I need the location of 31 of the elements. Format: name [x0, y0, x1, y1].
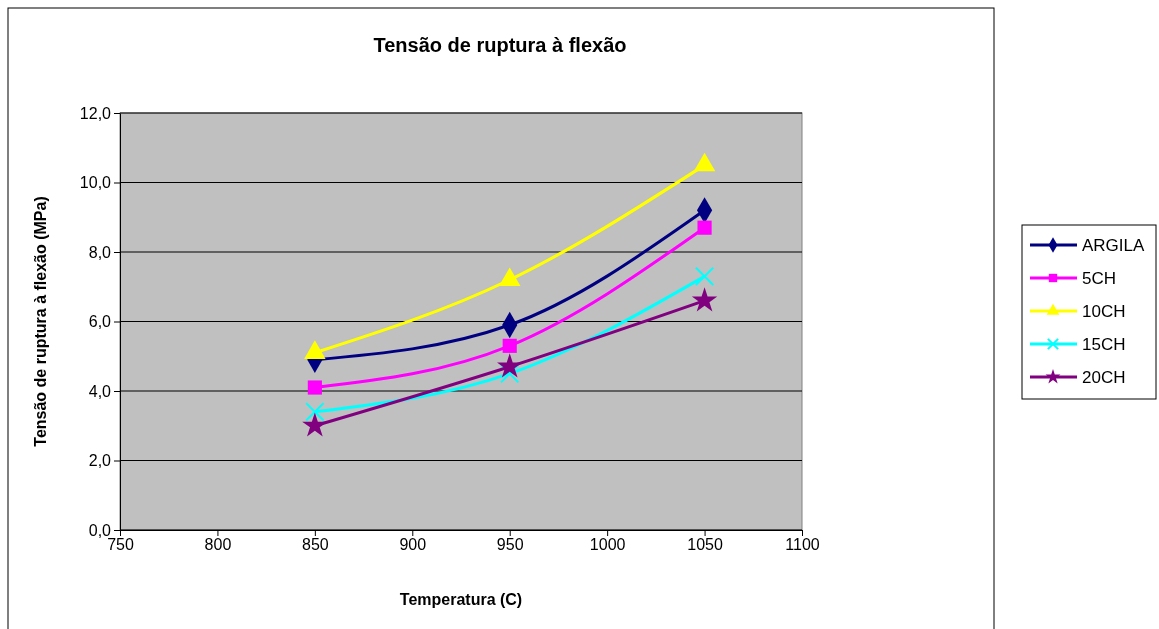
- point: [305, 402, 325, 422]
- x-tick-label: 750: [107, 536, 134, 554]
- y-tick-label: 4,0: [88, 382, 112, 400]
- point: [500, 363, 520, 384]
- point: [502, 338, 517, 353]
- x-tick-label: 1100: [785, 536, 820, 554]
- x-axis-title: Temperatura (C): [399, 591, 523, 608]
- x-tick-label: 900: [399, 536, 427, 554]
- x-tick-label: 850: [302, 536, 329, 554]
- point: [694, 266, 715, 287]
- point: [697, 220, 712, 235]
- x-tick-label: 1000: [589, 536, 626, 554]
- y-tick-label: 12,0: [79, 104, 112, 122]
- x-tick-label: 950: [496, 536, 524, 554]
- y-tick-label: 0,0: [88, 521, 112, 539]
- x-tick-label: 800: [204, 536, 232, 554]
- legend-label: 10CH: [1082, 302, 1126, 321]
- chart-title: Tensão de ruptura à flexão: [373, 34, 627, 56]
- x-tick-label: 1050: [687, 536, 723, 554]
- legend-label: 5CH: [1082, 269, 1117, 288]
- point: [691, 287, 718, 312]
- legend-label: 15CH: [1082, 335, 1126, 354]
- y-tick-label: 2,0: [88, 452, 112, 470]
- point: [307, 380, 322, 395]
- y-tick-label: 6,0: [88, 313, 112, 331]
- legend-label: 20CH: [1082, 368, 1126, 387]
- y-tick-label: 8,0: [88, 243, 112, 261]
- legend-label: ARGILA: [1082, 236, 1146, 255]
- y-tick-label: 10,0: [79, 174, 112, 192]
- point: [302, 412, 328, 437]
- y-axis-title: Tensão de ruptura à flexão (MPa): [32, 196, 49, 447]
